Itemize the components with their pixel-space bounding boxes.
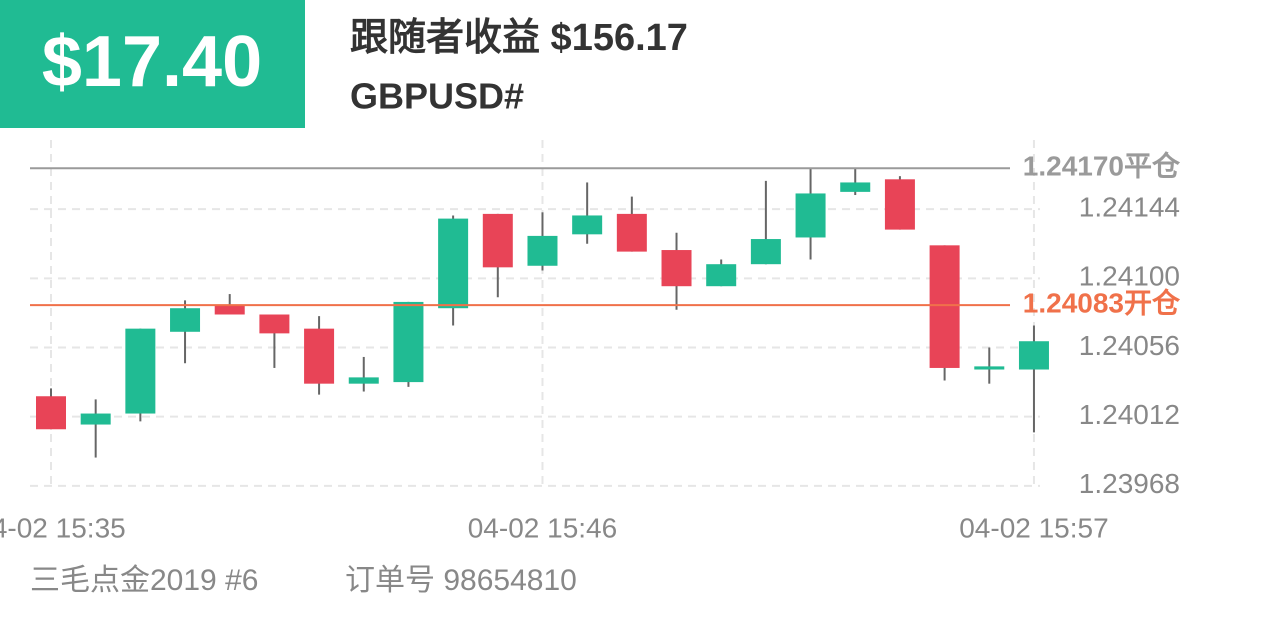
amount: $17.40 [42,22,262,102]
candle-body [125,328,156,414]
candle-body [259,314,290,334]
candle-body [482,213,513,268]
candle-body [438,218,469,309]
candle-body [795,193,826,238]
candle-body [527,235,558,266]
candle-body [214,305,245,315]
y-tick-label: 1.24144 [1079,192,1180,223]
candle-body [36,396,66,430]
x-tick-label: 04-02 15:35 [0,512,126,543]
candle-body [348,377,379,384]
y-tick-label: 1.24056 [1079,330,1180,361]
candle-body [616,213,647,252]
candle-body [393,301,424,383]
annotation-label: 1.24083开仓 [1023,287,1181,318]
candle-body [661,250,692,287]
symbol: GBPUSD# [350,76,524,117]
candle-body [170,308,201,332]
candle-body [1018,341,1049,370]
title: 跟随者收益 $156.17 [350,17,688,59]
account: 三毛点金2019 #6 [30,564,258,597]
candle-body [974,366,1005,370]
candle-body [750,239,781,265]
annotation-label: 1.24170平仓 [1023,151,1181,182]
candle-body [706,264,737,287]
amount-badge [0,0,305,128]
x-tick-label: 04-02 15:46 [468,512,617,543]
x-tick-label: 04-02 15:57 [959,512,1108,543]
candle-body [929,245,960,368]
y-tick-label: 1.24100 [1079,261,1180,292]
candle-body [884,179,915,230]
candle-body [572,215,603,235]
y-tick-label: 1.23968 [1079,468,1180,499]
candle-body [840,182,871,192]
y-tick-label: 1.24012 [1079,399,1180,430]
candle-body [80,413,111,425]
candle-body [304,328,335,384]
order-number: 订单号 98654810 [345,564,577,597]
